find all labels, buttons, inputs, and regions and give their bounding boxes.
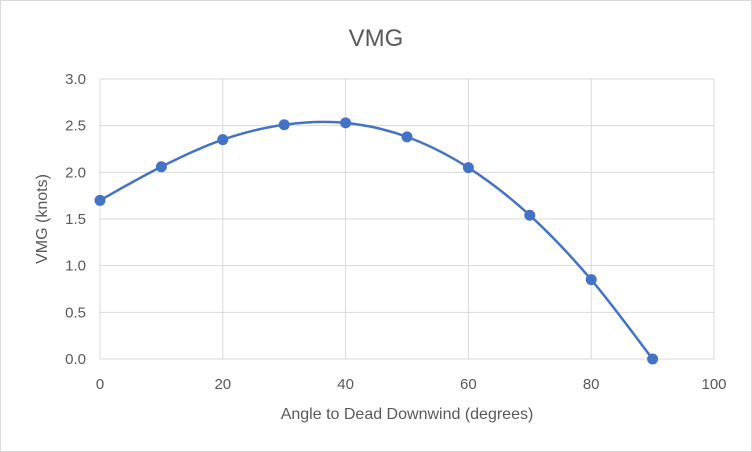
y-tick-label: 1.5 (65, 211, 86, 228)
x-axis-label: Angle to Dead Downwind (degrees) (281, 406, 534, 423)
data-point (217, 134, 229, 146)
x-tick-label: 40 (337, 376, 354, 393)
x-tick-label: 20 (214, 376, 231, 393)
data-point (278, 119, 290, 131)
y-tick-label: 0.5 (65, 304, 86, 321)
x-tick-label: 80 (583, 376, 600, 393)
y-tick-label: 1.0 (65, 258, 86, 275)
series-line (99, 120, 654, 360)
tick-labels: 0.0 0.5 1.0 1.5 2.0 2.5 3.0 0 20 40 60 80 100 (65, 71, 726, 393)
data-point (155, 161, 167, 173)
data-point (647, 353, 659, 365)
grid (99, 78, 715, 360)
data-point (94, 194, 106, 206)
x-tick-label: 0 (96, 376, 104, 393)
y-tick-label: 2.0 (65, 164, 86, 181)
data-point (340, 117, 352, 129)
chart-title: VMG (349, 25, 404, 52)
data-point (462, 162, 474, 174)
x-tick-label: 60 (460, 376, 477, 393)
x-tick-label: 100 (701, 376, 726, 393)
data-point (524, 209, 536, 221)
series-vmg (94, 117, 659, 365)
data-point (401, 131, 413, 143)
y-tick-label: 0.0 (65, 351, 86, 368)
y-tick-label: 3.0 (65, 71, 86, 88)
y-axis-label: VMG (knots) (34, 174, 51, 264)
y-tick-label: 2.5 (65, 118, 86, 135)
data-point (585, 274, 597, 286)
